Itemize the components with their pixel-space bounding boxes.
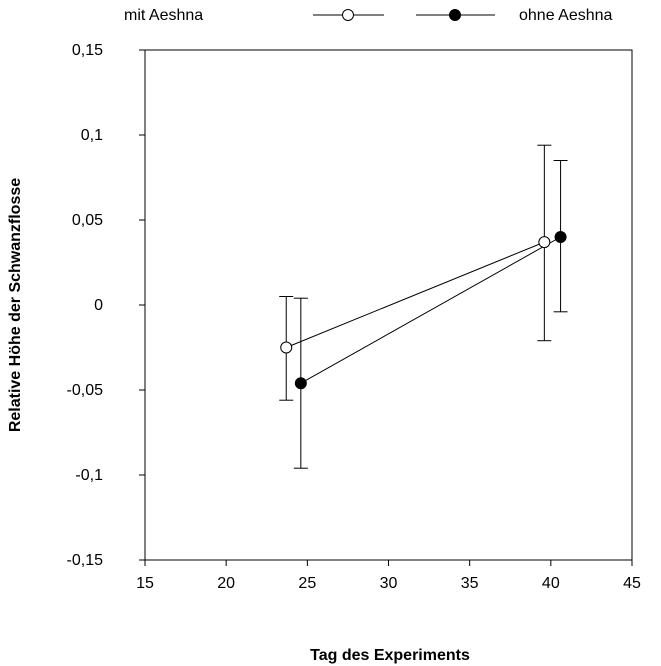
y-axis-title: Relative Höhe der Schwanzflosse <box>7 178 24 432</box>
x-tick-label: 40 <box>542 575 560 592</box>
legend-marker-mit-aeshna <box>342 9 354 21</box>
legend: mit Aeshna ohne Aeshna <box>124 7 613 24</box>
legend-marker-ohne-aeshna <box>449 9 461 21</box>
x-tick-label: 15 <box>136 575 154 592</box>
series-line-ohne-aeshna <box>300 236 561 384</box>
y-tick-label: 0,1 <box>81 127 103 144</box>
legend-label-ohne-aeshna: ohne Aeshna <box>519 7 613 24</box>
y-tick-label: -0,05 <box>67 382 104 399</box>
y-tick-label: 0,05 <box>72 212 103 229</box>
x-tick-label: 35 <box>461 575 479 592</box>
data-point-ohne-aeshna <box>554 231 567 243</box>
plot-frame <box>144 49 633 561</box>
x-axis-title: Tag des Experiments <box>310 647 470 664</box>
x-tick-label: 30 <box>380 575 398 592</box>
y-tick-label: 0,15 <box>72 42 103 59</box>
data-point-mit-aeshna <box>280 341 293 354</box>
x-tick-label: 25 <box>298 575 316 592</box>
x-axis: 15 20 25 30 35 40 45 <box>136 560 641 592</box>
data-point-ohne-aeshna <box>294 377 307 390</box>
y-tick-label: 0 <box>94 297 103 314</box>
y-tick-label: -0,15 <box>67 552 104 569</box>
y-axis: 0,15 0,1 0,05 0 -0,05 -0,1 -0,15 <box>67 42 145 569</box>
y-tick-label: -0,1 <box>75 467 103 484</box>
series-layer <box>279 144 568 469</box>
series-line-mit-aeshna <box>286 241 545 348</box>
legend-label-mit-aeshna: mit Aeshna <box>124 7 203 24</box>
x-tick-label: 20 <box>217 575 235 592</box>
x-tick-label: 45 <box>623 575 641 592</box>
data-point-mit-aeshna <box>538 236 551 249</box>
